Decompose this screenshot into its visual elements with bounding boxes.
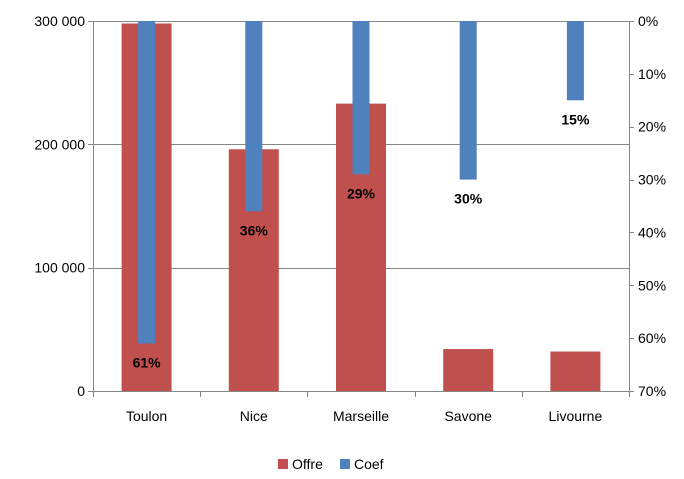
- bar-offre-savone: [443, 349, 494, 391]
- axes: [93, 21, 630, 392]
- x-axis-ticks: Toulon Nice Marseille Savone Livourne: [93, 391, 630, 424]
- right-tick-label-0: 0%: [638, 13, 658, 29]
- legend-swatch-offre: [278, 459, 288, 469]
- data-label-coef-livourne: 15%: [561, 111, 590, 127]
- right-tick-label-7: 70%: [638, 383, 666, 399]
- x-tick-label-livourne: Livourne: [549, 408, 603, 424]
- bar-coef-nice: [245, 21, 263, 212]
- coef-bars: [138, 21, 584, 344]
- bar-coef-marseille: [352, 21, 370, 175]
- bar-coef-toulon: [138, 21, 156, 344]
- left-tick-label-0: 0: [77, 383, 85, 399]
- legend: Offre Coef: [278, 456, 384, 472]
- legend-label-offre: Offre: [292, 456, 323, 472]
- x-tick-label-marseille: Marseille: [333, 408, 389, 424]
- bar-coef-savone: [459, 21, 477, 180]
- left-axis-ticks: 0 100 000 200 000 300 000: [34, 13, 93, 399]
- x-tick-label-nice: Nice: [240, 408, 268, 424]
- right-tick-label-3: 30%: [638, 172, 666, 188]
- right-tick-label-2: 20%: [638, 119, 666, 135]
- right-tick-label-4: 40%: [638, 224, 666, 240]
- bar-coef-livourne: [566, 21, 584, 101]
- data-label-coef-savone: 30%: [454, 191, 483, 207]
- data-label-coef-nice: 36%: [240, 222, 269, 238]
- x-tick-label-savone: Savone: [444, 408, 492, 424]
- right-axis-ticks: 0% 10% 20% 30% 40% 50% 60% 70%: [629, 13, 666, 399]
- bar-offre-livourne: [550, 351, 601, 391]
- right-tick-label-6: 60%: [638, 330, 666, 346]
- right-tick-label-5: 50%: [638, 277, 666, 293]
- coef-data-labels: 61% 36% 29% 30% 15%: [133, 111, 590, 370]
- legend-label-coef: Coef: [354, 456, 384, 472]
- left-tick-label-3: 300 000: [34, 13, 85, 29]
- left-tick-label-1: 100 000: [34, 260, 85, 276]
- data-label-coef-toulon: 61%: [133, 354, 162, 370]
- x-tick-label-toulon: Toulon: [126, 408, 167, 424]
- left-tick-label-2: 200 000: [34, 136, 85, 152]
- right-tick-label-1: 10%: [638, 66, 666, 82]
- legend-swatch-coef: [340, 459, 350, 469]
- data-label-coef-marseille: 29%: [347, 185, 376, 201]
